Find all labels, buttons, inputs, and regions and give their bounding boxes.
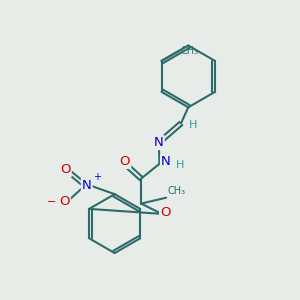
Text: O: O (60, 163, 71, 176)
Text: O: O (59, 195, 70, 208)
Text: +: + (93, 172, 101, 182)
Text: CH₃: CH₃ (181, 46, 199, 56)
Text: N: N (82, 179, 92, 192)
Text: N: N (161, 155, 171, 168)
Text: O: O (120, 155, 130, 168)
Text: H: H (176, 160, 184, 170)
Text: CH₃: CH₃ (168, 186, 186, 196)
Text: −: − (47, 196, 57, 206)
Text: H: H (189, 120, 197, 130)
Text: O: O (160, 206, 171, 219)
Text: N: N (154, 136, 164, 149)
